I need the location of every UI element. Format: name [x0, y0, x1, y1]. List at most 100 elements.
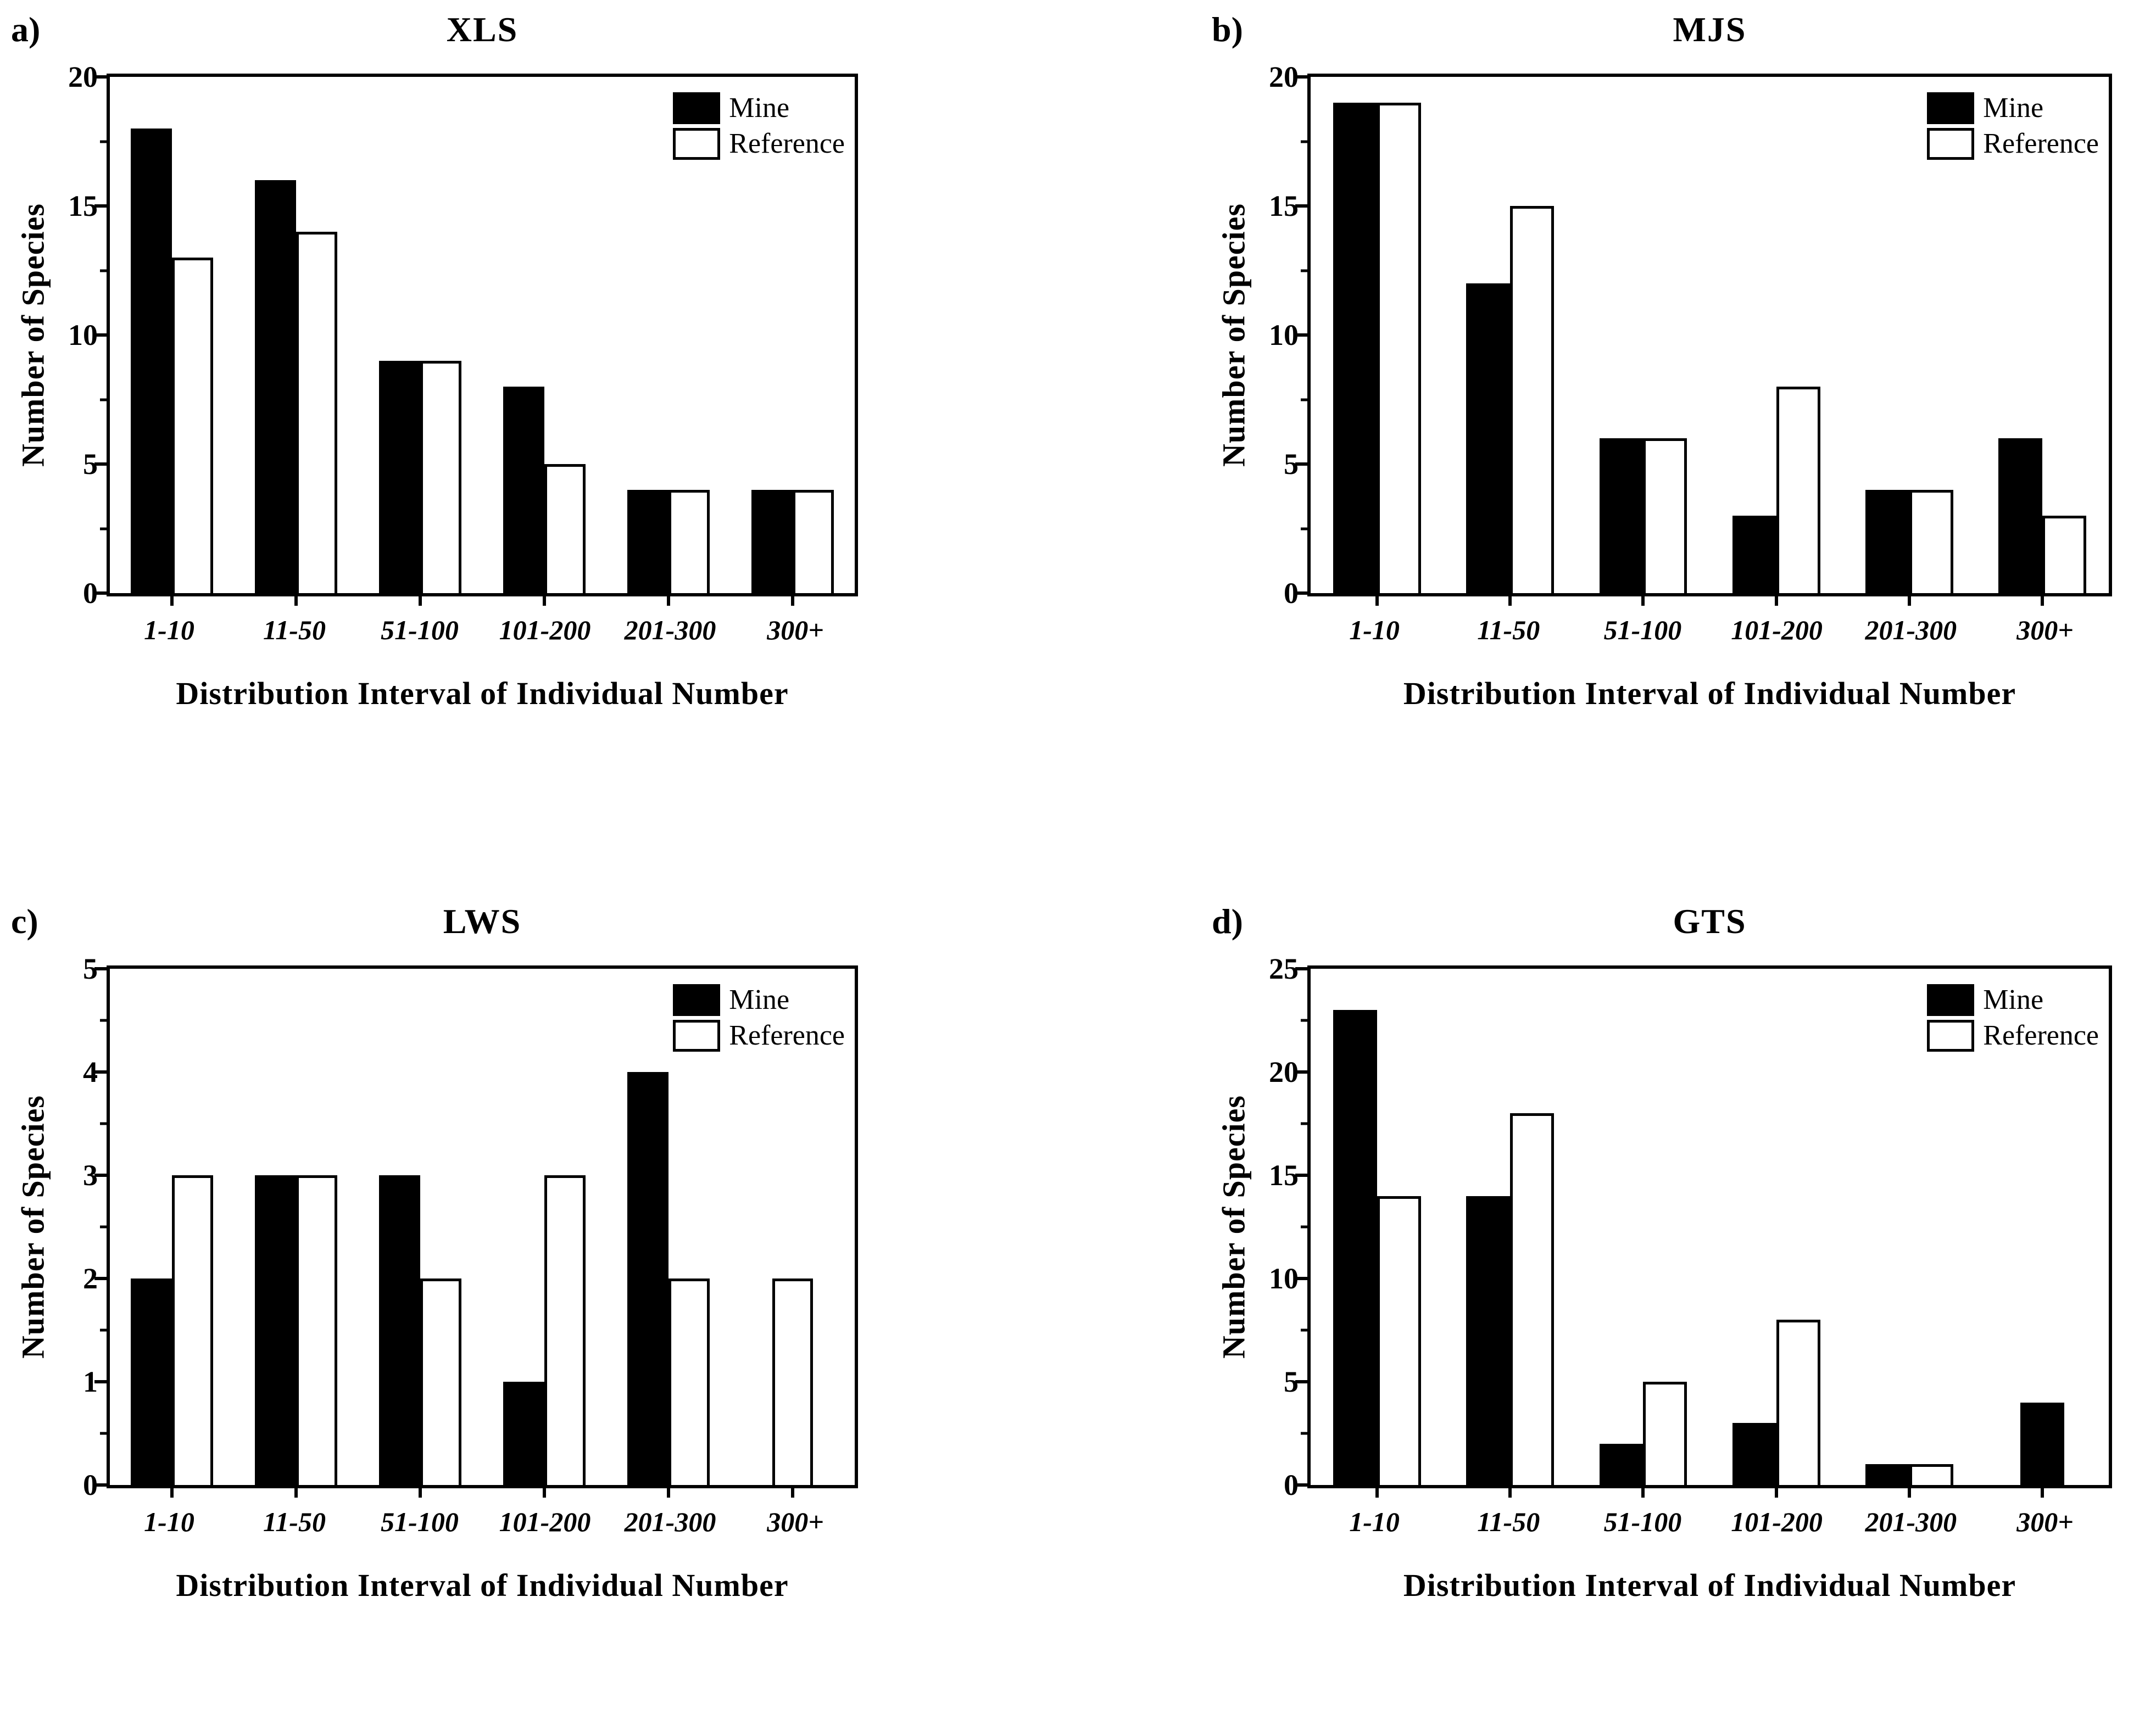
category-slot-11-50	[234, 969, 358, 1485]
x-tick	[419, 596, 422, 606]
category-slot-201-300	[1843, 969, 1976, 1485]
bar-mine-101-200	[1732, 516, 1776, 593]
category-slot-201-300	[606, 77, 731, 593]
legend-item-reference: Reference	[673, 1020, 845, 1052]
legend: Mine Reference	[1927, 984, 2099, 1052]
plot-column: Mine Reference 1-10 11-50 51-100 101-200 201-3…	[1295, 74, 2112, 645]
category-label: 300+	[2016, 615, 2074, 645]
panel-d-gts: d) GTS Number of Species 0 5 10 15 20 25 Mine R…	[1078, 857, 2156, 1714]
panel-header: c) LWS	[8, 904, 858, 965]
category-labels: 1-10 11-50 51-100 101-200 201-300 300+	[107, 616, 858, 644]
y-minor-tick	[1301, 1019, 1307, 1022]
category-slot-51-100	[358, 77, 482, 593]
category-labels: 1-10 11-50 51-100 101-200 201-300 300+	[1307, 1508, 2112, 1536]
x-tick	[1641, 1488, 1645, 1498]
bar-reference-201-300	[1909, 1464, 1953, 1485]
bar-chart-mjs: 0 5 10 15 20 Mine Reference 1-10 11-50 51-100 101-…	[1259, 62, 2112, 711]
panel-letter: d)	[1212, 902, 1243, 941]
bar-mine-11-50	[1466, 283, 1511, 593]
x-tick	[1375, 1488, 1379, 1498]
bar-reference-11-50	[1510, 1113, 1555, 1485]
category-slot-11-50	[1444, 969, 1576, 1485]
legend-label: Reference	[729, 128, 845, 159]
y-tick-label: 10	[1269, 1262, 1299, 1295]
category-label: 51-100	[381, 1506, 459, 1537]
panel-letter: c)	[11, 902, 38, 941]
panel-body: Number of Species 0 5 10 15 20 25 Mine Referenc…	[1208, 954, 2112, 1603]
bar-slots	[110, 969, 855, 1485]
bar-reference-1-10	[1377, 1196, 1421, 1485]
bar-mine-201-300	[1865, 490, 1909, 593]
category-label: 201-300	[624, 1506, 716, 1537]
x-tick	[543, 596, 546, 606]
bar-mine-300+	[751, 490, 793, 593]
legend-swatch-reference	[1927, 128, 1975, 160]
y-major-tick	[1295, 462, 1307, 466]
y-minor-tick	[1301, 269, 1307, 272]
x-tick	[1907, 596, 1911, 606]
panel-letter: b)	[1212, 10, 1243, 49]
category-slot-51-100	[1576, 77, 1709, 593]
plot-area: Mine Reference	[94, 965, 858, 1498]
legend-item-mine: Mine	[1927, 984, 2099, 1016]
category-label: 201-300	[624, 615, 716, 645]
category-label: 11-50	[1477, 615, 1540, 645]
legend-swatch-mine	[1927, 92, 1975, 124]
legend-label: Reference	[1983, 1020, 2099, 1051]
category-slot-201-300	[606, 969, 731, 1485]
x-axis-title: Distribution Interval of Individual Numb…	[176, 1567, 789, 1603]
legend-item-reference: Reference	[1927, 1020, 2099, 1052]
category-label: 51-100	[1603, 615, 1682, 645]
bar-mine-101-200	[503, 1382, 544, 1485]
category-slot-1-10	[110, 77, 234, 593]
panel-title: MJS	[1673, 10, 1747, 49]
y-major-tick	[94, 333, 107, 337]
x-tick	[419, 1488, 422, 1498]
panel-letter: a)	[11, 10, 41, 49]
y-minor-tick	[100, 1122, 107, 1125]
panel-body: Number of Species 0 5 10 15 20 Mine Reference 1…	[8, 62, 858, 711]
category-label: 101-200	[1731, 615, 1823, 645]
bar-mine-11-50	[255, 180, 296, 593]
panel-b-mjs: b) MJS Number of Species 0 5 10 15 20 Mine Ref…	[1078, 0, 2156, 857]
panel-header: a) XLS	[8, 12, 858, 74]
category-label: 1-10	[144, 615, 194, 645]
y-minor-tick	[1301, 1122, 1307, 1125]
bar-mine-101-200	[503, 387, 544, 593]
bar-reference-300+	[772, 1278, 814, 1485]
category-label: 11-50	[1477, 1506, 1540, 1537]
panel-title: LWS	[443, 902, 522, 941]
category-slot-300+	[731, 77, 855, 593]
x-axis-title: Distribution Interval of Individual Numb…	[176, 675, 789, 711]
bar-reference-1-10	[172, 258, 213, 593]
y-major-tick	[94, 1277, 107, 1280]
category-label: 300+	[2016, 1506, 2074, 1537]
bar-mine-51-100	[1599, 438, 1644, 593]
y-axis-tick-labels: 0 5 10 15 20 25	[1259, 954, 1307, 1500]
bar-mine-201-300	[627, 1072, 668, 1485]
y-minor-tick	[1301, 1328, 1307, 1332]
panel-title: XLS	[446, 10, 519, 49]
category-label: 1-10	[1349, 1506, 1400, 1537]
category-label: 300+	[767, 1506, 824, 1537]
y-minor-tick	[1301, 1432, 1307, 1435]
category-label: 101-200	[1731, 1506, 1823, 1537]
legend-label: Mine	[1983, 984, 2044, 1015]
legend-swatch-mine	[673, 984, 721, 1016]
category-label: 300+	[767, 615, 824, 645]
category-label: 51-100	[381, 615, 459, 645]
legend-swatch-reference	[673, 1020, 721, 1052]
category-slot-101-200	[482, 77, 606, 593]
x-axis-title: Distribution Interval of Individual Numb…	[1403, 1567, 2016, 1603]
category-label: 201-300	[1865, 1506, 1957, 1537]
panel-body: Number of Species 0 1 2 3 4 5 Mine Reference 1-1…	[8, 954, 858, 1603]
y-axis-title: Number of Species	[15, 203, 51, 467]
category-label: 11-50	[263, 1506, 326, 1537]
legend-item-mine: Mine	[1927, 92, 2099, 124]
category-slot-11-50	[1444, 77, 1576, 593]
y-major-tick	[1295, 1070, 1307, 1074]
category-label: 101-200	[499, 1506, 591, 1537]
x-axis-title: Distribution Interval of Individual Numb…	[1403, 675, 2016, 711]
bar-reference-11-50	[1510, 206, 1555, 593]
bar-reference-1-10	[172, 1175, 213, 1485]
